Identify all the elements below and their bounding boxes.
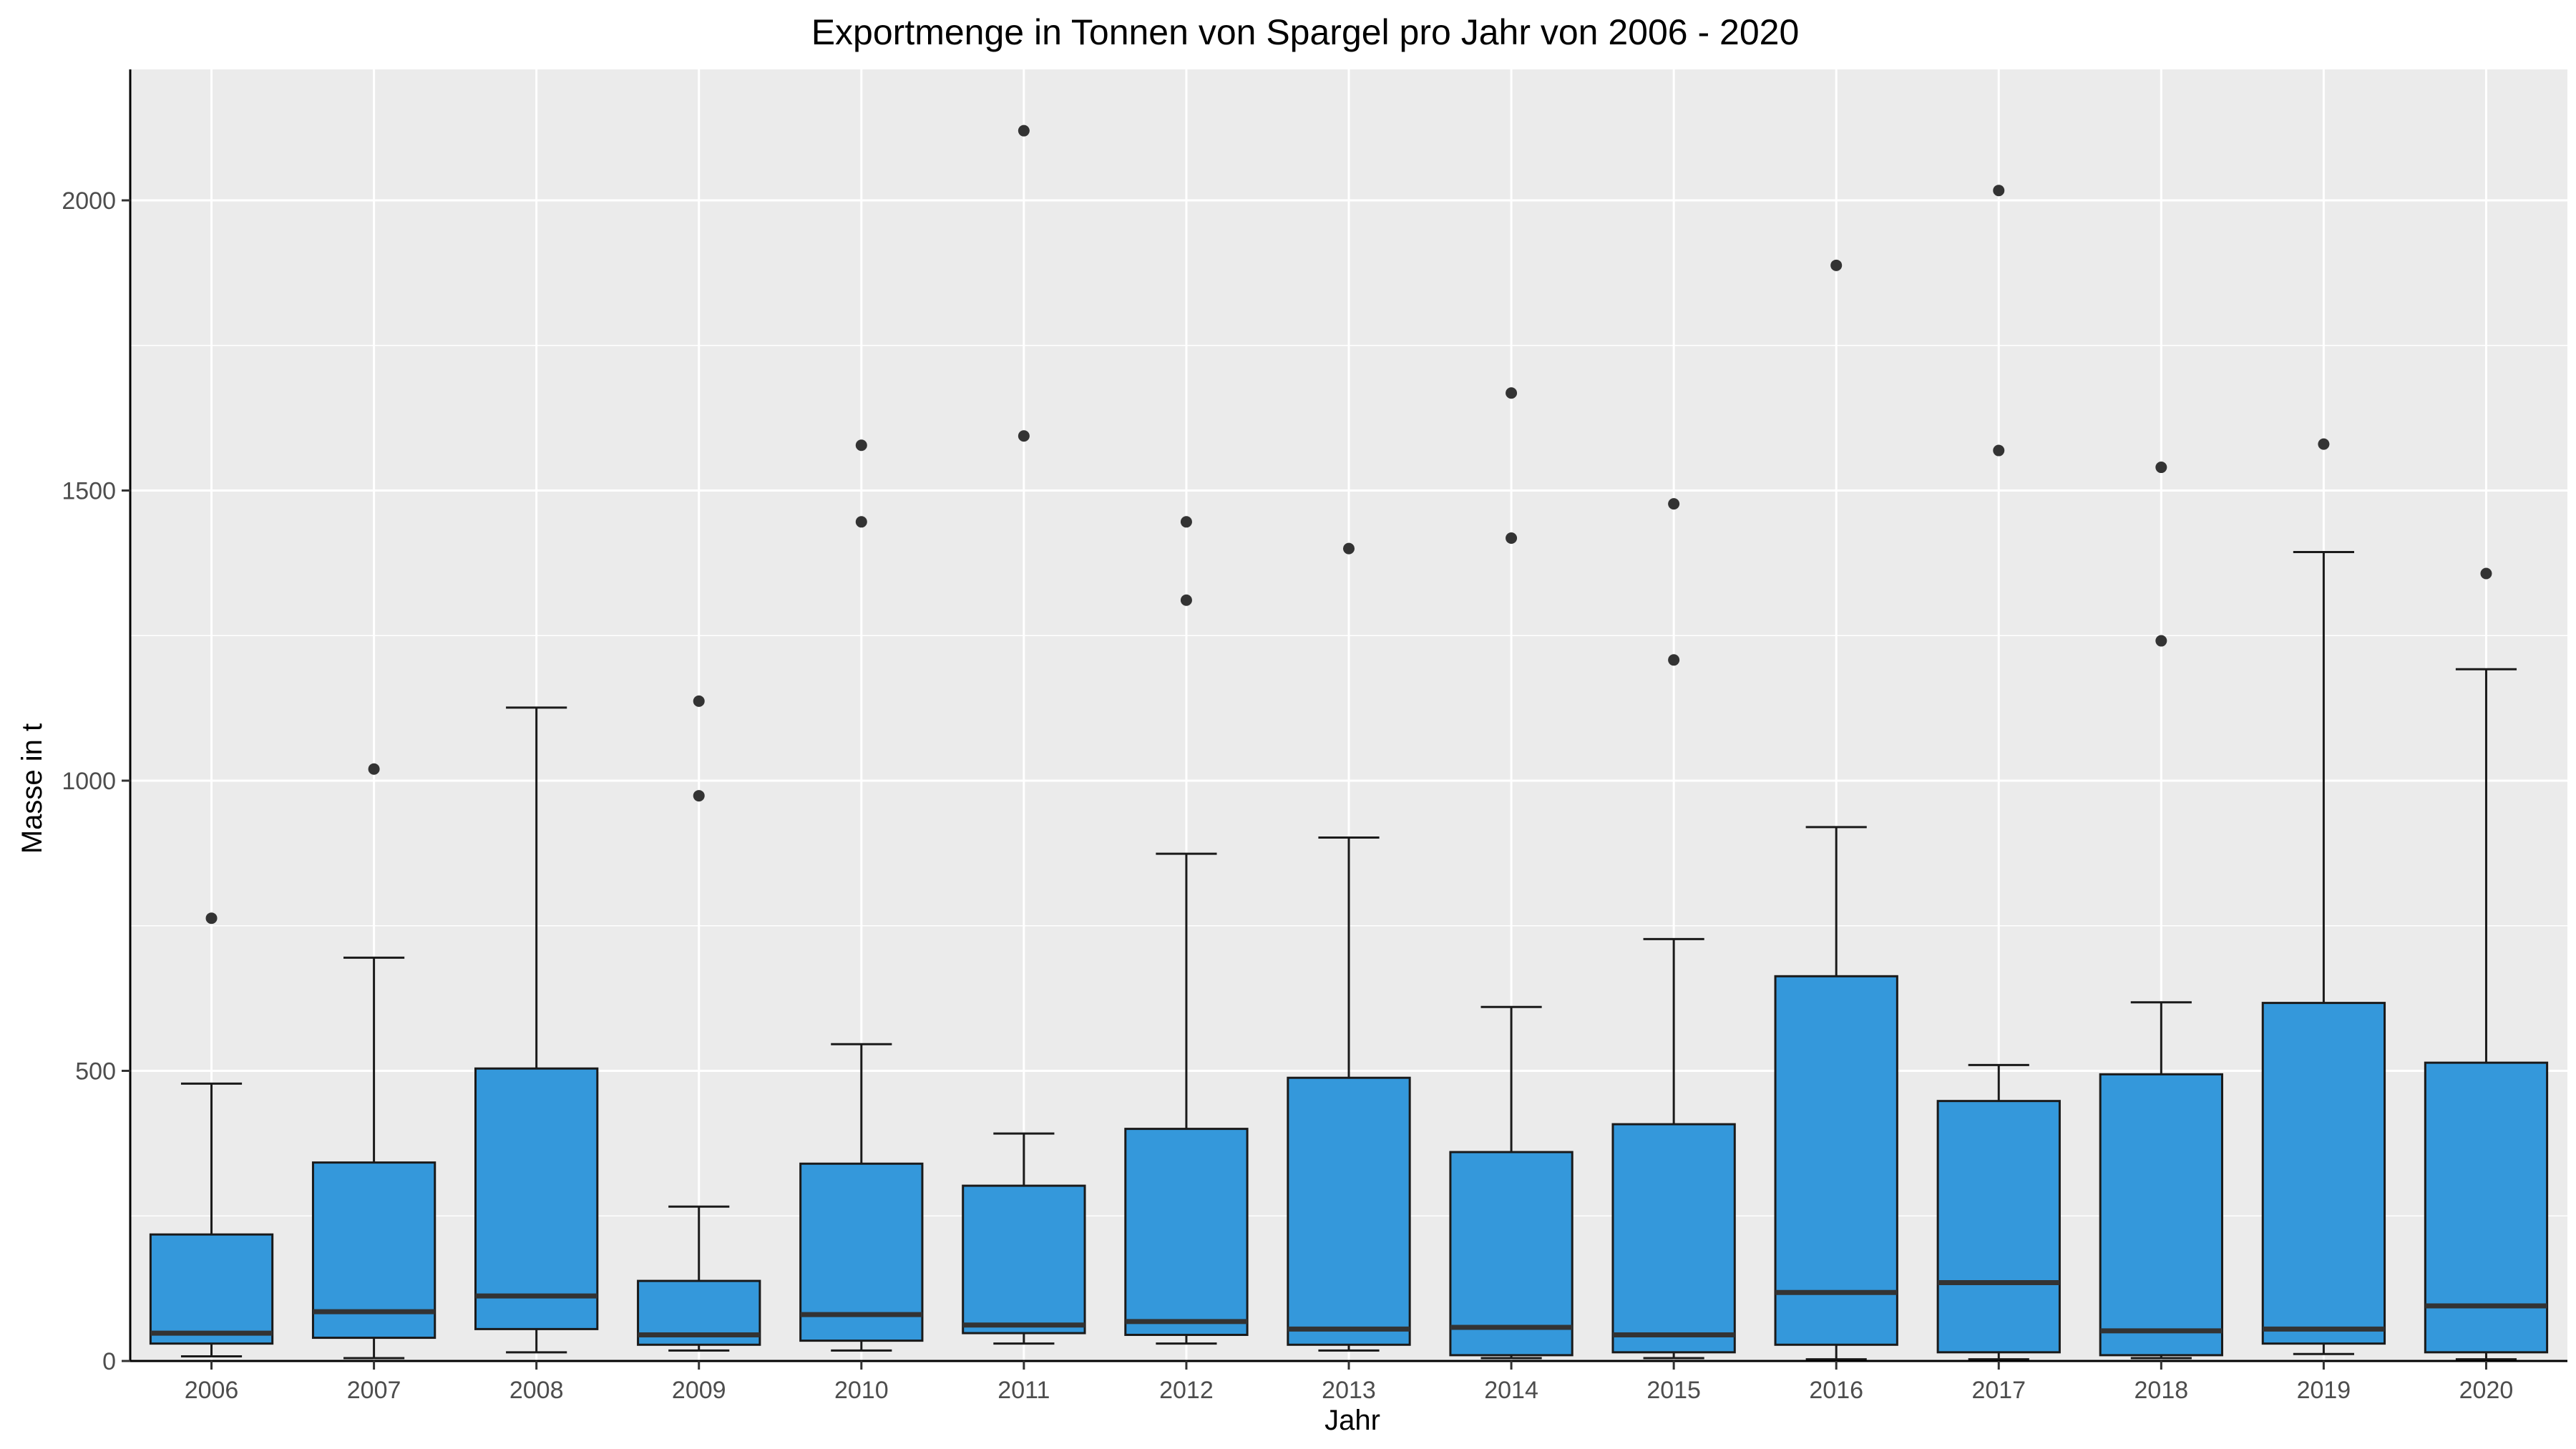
box-body xyxy=(474,1067,599,1330)
outlier-point xyxy=(1993,444,2005,457)
box-2015 xyxy=(1611,498,1736,1360)
x-tick-label: 2019 xyxy=(2297,1377,2351,1404)
box-body xyxy=(311,1161,436,1340)
x-tick-label: 2012 xyxy=(1159,1377,1214,1404)
outlier-point xyxy=(1343,542,1355,555)
box-2017 xyxy=(1936,185,2061,1361)
box-2012 xyxy=(1124,516,1249,1345)
x-tick-label: 2020 xyxy=(2459,1377,2514,1404)
x-tick-label: 2014 xyxy=(1484,1377,1538,1404)
y-tick-label: 1000 xyxy=(62,768,116,795)
x-tick-label: 2015 xyxy=(1646,1377,1701,1404)
box-body xyxy=(2261,1002,2386,1345)
outlier-point xyxy=(205,912,218,924)
box-2019 xyxy=(2261,438,2386,1355)
box-2010 xyxy=(799,439,924,1352)
x-tick-label: 2010 xyxy=(834,1377,889,1404)
outlier-point xyxy=(1506,532,1518,545)
box-body xyxy=(1449,1151,1574,1357)
x-tick-label: 2013 xyxy=(1322,1377,1376,1404)
box-2018 xyxy=(2099,462,2223,1360)
box-body xyxy=(1774,975,1898,1346)
box-series xyxy=(149,125,2549,1361)
axes: 0 500 1000 1500 2000 2006 2007 2008 2009 2010 2011… xyxy=(62,69,2567,1404)
outlier-point xyxy=(2480,567,2492,580)
outlier-point xyxy=(693,790,705,802)
x-tick-label: 2009 xyxy=(672,1377,726,1404)
outlier-point xyxy=(1180,594,1192,606)
outlier-point xyxy=(1993,185,2005,197)
x-tick-label: 2018 xyxy=(2135,1377,2189,1404)
outlier-point xyxy=(368,763,380,775)
y-tick-label: 2000 xyxy=(62,187,116,215)
x-tick-label: 2016 xyxy=(1809,1377,1863,1404)
box-body xyxy=(2099,1073,2223,1357)
chart-title: Exportmenge in Tonnen von Spargel pro Ja… xyxy=(811,12,1800,52)
outlier-point xyxy=(2155,635,2167,647)
box-2007 xyxy=(311,763,436,1360)
outlier-point xyxy=(1668,498,1680,510)
box-2009 xyxy=(637,695,761,1352)
x-tick-label: 2008 xyxy=(509,1377,564,1404)
box-2020 xyxy=(2424,567,2549,1361)
box-body xyxy=(799,1162,924,1342)
box-2014 xyxy=(1449,387,1574,1360)
outlier-point xyxy=(1668,654,1680,666)
outlier-point xyxy=(1018,430,1030,442)
box-body xyxy=(1611,1123,1736,1354)
y-tick-label: 500 xyxy=(75,1058,116,1085)
y-tick-label: 0 xyxy=(102,1348,116,1375)
outlier-point xyxy=(1180,516,1192,528)
box-body xyxy=(1124,1128,1249,1337)
outlier-point xyxy=(1018,125,1030,137)
outlier-point xyxy=(1506,387,1518,399)
outlier-point xyxy=(855,516,867,528)
outlier-point xyxy=(2318,438,2330,450)
outlier-point xyxy=(2155,462,2167,474)
box-body xyxy=(962,1184,1086,1335)
outlier-point xyxy=(1830,259,1843,271)
y-tick-label: 1500 xyxy=(62,478,116,505)
x-axis-label: Jahr xyxy=(1324,1405,1380,1436)
x-tick-label: 2006 xyxy=(185,1377,239,1404)
box-body xyxy=(1287,1076,1411,1346)
box-body xyxy=(1936,1100,2061,1354)
box-2013 xyxy=(1287,542,1411,1352)
box-2016 xyxy=(1774,259,1898,1361)
box-2008 xyxy=(474,706,599,1354)
outlier-point xyxy=(693,695,705,707)
x-tick-label: 2011 xyxy=(997,1377,1050,1404)
x-tick-label: 2017 xyxy=(1971,1377,2026,1404)
x-tick-label: 2007 xyxy=(347,1377,401,1404)
box-2006 xyxy=(149,912,274,1358)
y-axis-label: Masse in t xyxy=(16,723,48,854)
box-body xyxy=(2424,1061,2549,1354)
box-body xyxy=(149,1233,274,1345)
outlier-point xyxy=(855,439,867,452)
box-2011 xyxy=(962,125,1086,1345)
